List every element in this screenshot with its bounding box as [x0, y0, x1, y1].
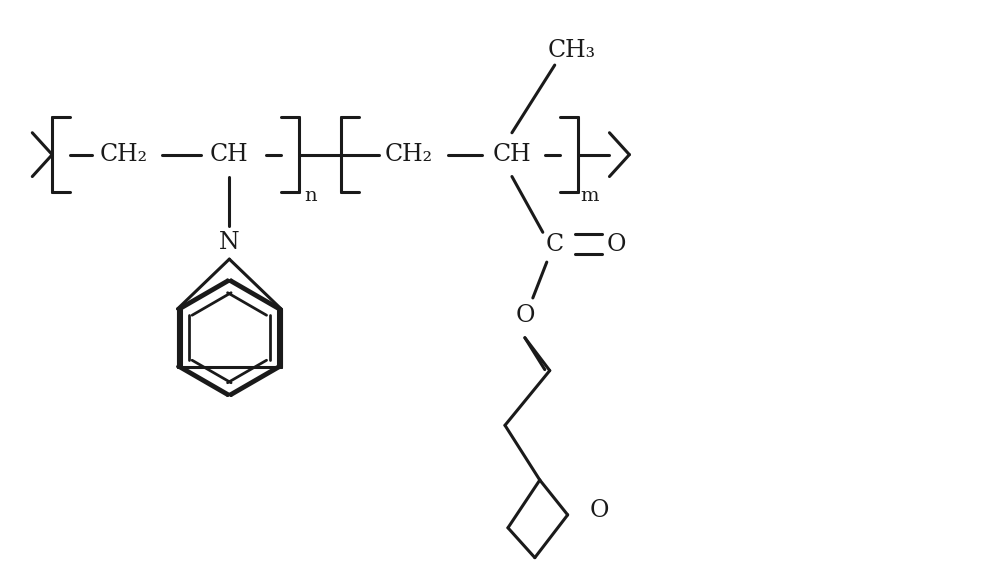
Text: O: O — [515, 304, 535, 327]
Text: CH: CH — [210, 143, 249, 166]
Text: CH₂: CH₂ — [100, 143, 148, 166]
Text: CH₂: CH₂ — [384, 143, 433, 166]
Text: O: O — [590, 500, 609, 522]
Text: C: C — [546, 233, 564, 255]
Text: n: n — [305, 187, 317, 205]
Text: O: O — [607, 233, 626, 255]
Text: CH₃: CH₃ — [548, 39, 596, 61]
Text: m: m — [580, 187, 599, 205]
Text: N: N — [219, 230, 240, 254]
Text: CH: CH — [493, 143, 531, 166]
